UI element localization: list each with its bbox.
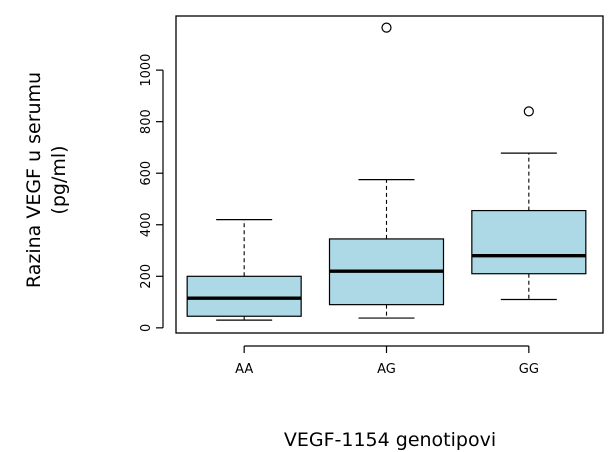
- plot-frame: [175, 15, 604, 334]
- y-tick-label-1000: 1000: [139, 54, 154, 87]
- x-tick-label-AA: AA: [235, 362, 253, 377]
- x-axis-title: VEGF-1154 genotipovi: [284, 429, 496, 451]
- outlier-point-GG-0: [523, 106, 534, 117]
- y-tick-label-200: 200: [139, 264, 154, 289]
- box-GG: [471, 209, 587, 275]
- x-axis: AA AG GG: [235, 345, 539, 377]
- y-tick-label-0: 0: [139, 324, 154, 332]
- box-group-GG: [471, 106, 587, 301]
- y-tick-label-800: 800: [139, 109, 154, 134]
- y-axis-title-line-2: (pg/ml): [48, 145, 70, 214]
- x-tick-label-GG: GG: [519, 362, 539, 377]
- outlier-point-AG-0: [381, 22, 392, 33]
- y-axis-title-line-1: Razina VEGF u serumu: [23, 72, 45, 288]
- y-axis: 0 200 400 600 800 1000: [139, 54, 164, 332]
- box-AA: [186, 275, 302, 317]
- x-tick-label-AG: AG: [377, 362, 396, 377]
- y-tick-label-600: 600: [139, 161, 154, 186]
- y-tick-label-400: 400: [139, 212, 154, 237]
- box-group-AG: [328, 22, 445, 319]
- boxes-layer: [186, 22, 587, 321]
- box-group-AA: [186, 219, 302, 321]
